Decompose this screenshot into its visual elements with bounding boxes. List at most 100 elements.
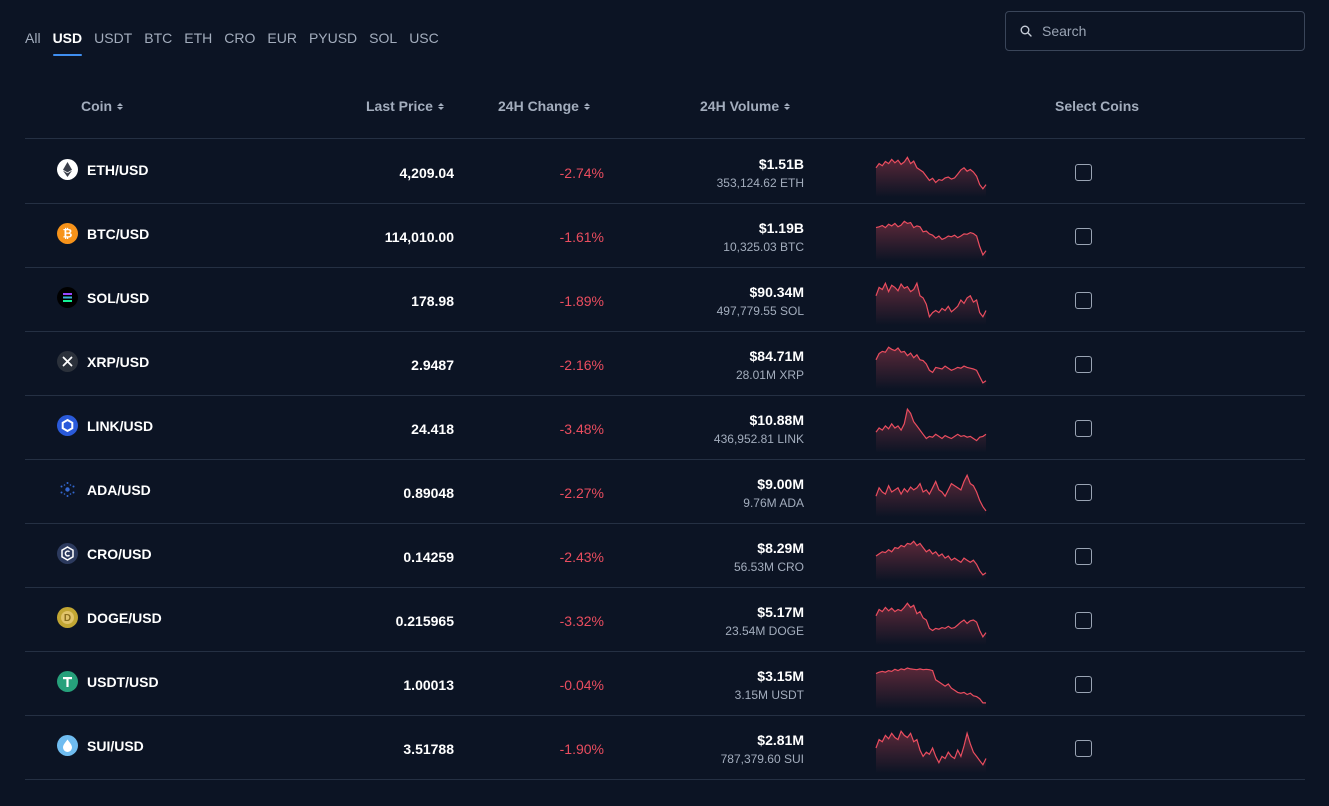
last-price-column-label: Last Price: [366, 98, 433, 114]
last-price-value: 178.98: [411, 293, 454, 309]
table-row[interactable]: ETH/USD 4,209.04 -2.74% $1.51B 353,124.62 ET…: [0, 139, 1329, 203]
price-sparkline: [875, 220, 987, 261]
change-value: -1.89%: [559, 293, 604, 309]
table-row[interactable]: ADA/USD 0.89048 -2.27% $9.00M 9.76M ADA: [0, 459, 1329, 523]
link-icon: [57, 415, 78, 436]
volume-base-value: 9.76M ADA: [743, 496, 804, 510]
sol-icon: [57, 287, 78, 308]
sparkline-line: [875, 667, 986, 704]
tab-pyusd[interactable]: PYUSD: [308, 30, 358, 46]
sparkline-line: [875, 602, 987, 638]
volume-column-header[interactable]: 24H Volume: [700, 98, 791, 114]
select-coin-checkbox[interactable]: [1075, 740, 1092, 757]
select-coin-checkbox[interactable]: [1075, 612, 1092, 629]
tab-sol[interactable]: SOL: [369, 30, 398, 46]
sparkline-line: [875, 473, 987, 512]
sparkline-area: [876, 221, 986, 261]
select-coin-checkbox[interactable]: [1075, 356, 1092, 373]
tab-cro[interactable]: CRO: [224, 30, 256, 46]
sparkline-line: [875, 156, 987, 190]
btc-icon: ₿: [57, 223, 78, 244]
volume-value: $2.81M: [757, 732, 804, 748]
search-input[interactable]: [1042, 23, 1282, 39]
volume-value: $1.19B: [758, 220, 804, 236]
search-box[interactable]: [1005, 11, 1305, 51]
select-coin-checkbox[interactable]: [1075, 676, 1092, 693]
table-row[interactable]: SOL/USD 178.98 -1.89% $90.34M 497,779.55 SOL: [0, 267, 1329, 331]
coin-pair-label: ETH/USD: [87, 161, 149, 178]
price-sparkline: [875, 473, 987, 517]
eth-icon: [57, 159, 78, 180]
tab-btc[interactable]: BTC: [144, 30, 173, 46]
table-row[interactable]: D DOGE/USD 0.215965 -3.32% $5.17M 23.54M DOGE: [0, 587, 1329, 651]
change-value: -2.43%: [559, 549, 604, 565]
volume-value: $84.71M: [749, 348, 804, 364]
tab-usc[interactable]: USC: [409, 30, 439, 46]
sparkline-line: [875, 346, 987, 384]
volume-value: $90.34M: [749, 284, 804, 300]
volume-value: $5.17M: [757, 604, 804, 620]
volume-column-label: 24H Volume: [700, 98, 780, 114]
volume-base-value: 3.15M USDT: [734, 688, 804, 702]
svg-text:₿: ₿: [63, 227, 73, 241]
coin-cell: SUI/USD: [57, 735, 144, 756]
sparkline-area: [876, 603, 986, 645]
sparkline-line: [875, 220, 987, 257]
row-divider: [25, 523, 1305, 524]
select-coin-checkbox[interactable]: [1075, 420, 1092, 437]
sort-icon: [437, 102, 444, 110]
svg-text:D: D: [64, 613, 71, 624]
sparkline-line: [875, 729, 987, 766]
sparkline-line: [875, 540, 987, 576]
coin-column-label: Coin: [81, 98, 113, 114]
tab-eur[interactable]: EUR: [267, 30, 297, 46]
volume-value: $10.88M: [749, 412, 804, 428]
table-row[interactable]: ₿ BTC/USD 114,010.00 -1.61% $1.19B 10,325.03 …: [0, 203, 1329, 267]
change-value: -2.16%: [559, 357, 604, 373]
coin-column-header[interactable]: Coin: [81, 98, 124, 114]
last-price-column-header[interactable]: Last Price: [366, 98, 444, 114]
coin-pair-label: USDT/USD: [87, 673, 159, 690]
tab-eth[interactable]: ETH: [184, 30, 213, 46]
coin-cell: D DOGE/USD: [57, 607, 162, 628]
coin-cell: XRP/USD: [57, 351, 149, 372]
price-sparkline: [875, 602, 987, 645]
table-row[interactable]: SUI/USD 3.51788 -1.90% $2.81M 787,379.60 SUI: [0, 715, 1329, 779]
select-coin-checkbox[interactable]: [1075, 228, 1092, 245]
volume-value: $8.29M: [757, 540, 804, 556]
volume-value: $9.00M: [757, 476, 804, 492]
volume-base-value: 497,779.55 SOL: [716, 304, 804, 318]
table-row[interactable]: XRP/USD 2.9487 -2.16% $84.71M 28.01M XRP: [0, 331, 1329, 395]
price-sparkline: [875, 281, 987, 325]
tab-usd[interactable]: USD: [52, 29, 82, 56]
change-column-header[interactable]: 24H Change: [498, 98, 590, 114]
row-divider: [25, 395, 1305, 396]
change-value: -3.48%: [559, 421, 604, 437]
table-row[interactable]: LINK/USD 24.418 -3.48% $10.88M 436,952.81 LI…: [0, 395, 1329, 459]
volume-value: $1.51B: [758, 156, 804, 172]
coin-cell: ₿ BTC/USD: [57, 223, 149, 244]
table-row[interactable]: CRO/USD 0.14259 -2.43% $8.29M 56.53M CRO: [0, 523, 1329, 587]
select-coin-checkbox[interactable]: [1075, 164, 1092, 181]
coin-cell: SOL/USD: [57, 287, 149, 308]
last-price-value: 0.215965: [395, 613, 454, 629]
select-coins-column-label: Select Coins: [1055, 98, 1140, 114]
select-coin-checkbox[interactable]: [1075, 292, 1092, 309]
change-value: -2.74%: [559, 165, 604, 181]
select-coin-checkbox[interactable]: [1075, 548, 1092, 565]
select-coin-checkbox[interactable]: [1075, 484, 1092, 501]
table-row[interactable]: USDT/USD 1.00013 -0.04% $3.15M 3.15M USDT: [0, 651, 1329, 715]
sparkline-line: [875, 281, 987, 319]
tab-all[interactable]: All: [25, 30, 41, 46]
row-divider: [25, 715, 1305, 716]
coin-pair-label: ADA/USD: [87, 481, 151, 498]
change-column-label: 24H Change: [498, 98, 579, 114]
sparkline-area: [876, 283, 986, 325]
volume-base-value: 353,124.62 ETH: [716, 176, 804, 190]
ada-icon: [57, 479, 78, 500]
tab-usdt[interactable]: USDT: [94, 30, 133, 46]
change-value: -3.32%: [559, 613, 604, 629]
sparkline-area: [876, 409, 986, 453]
xrp-icon: [57, 351, 78, 372]
row-divider: [25, 651, 1305, 652]
